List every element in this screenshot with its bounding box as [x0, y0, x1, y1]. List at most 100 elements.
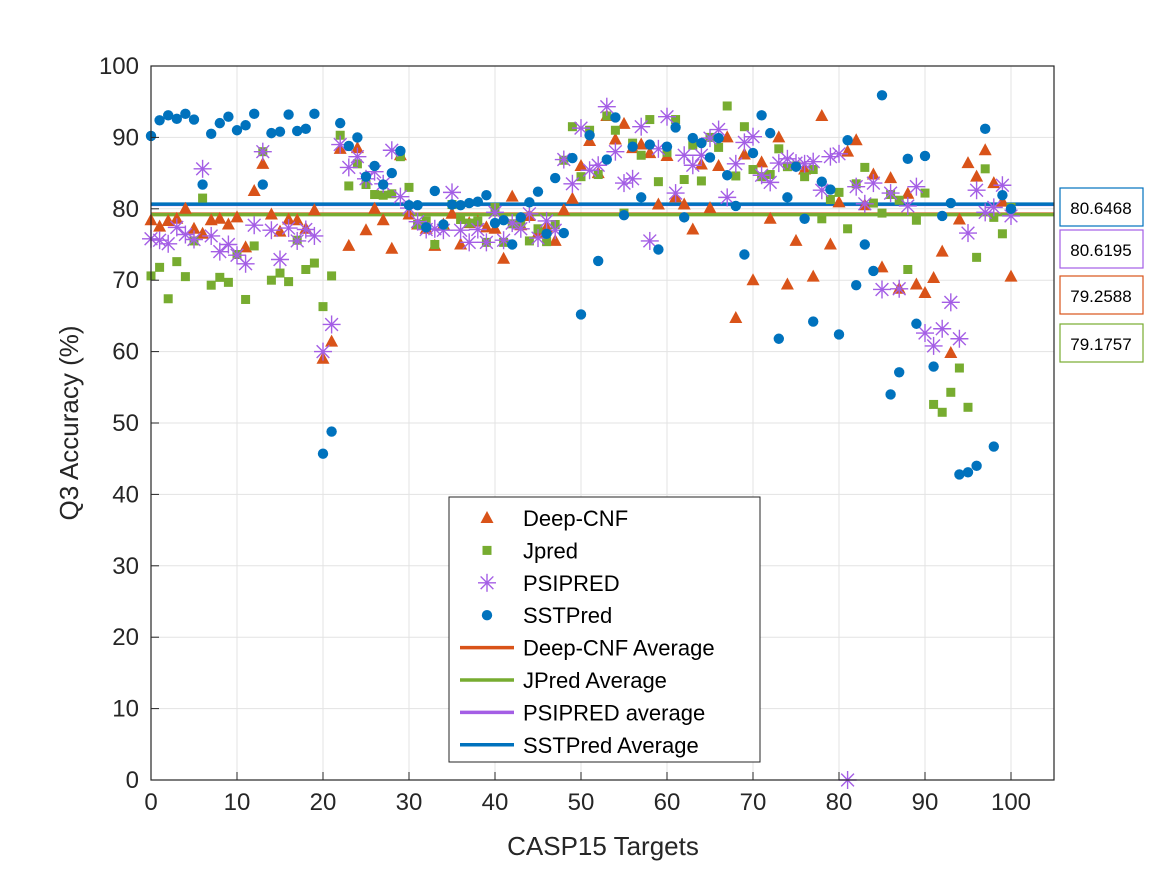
y-tick-label: 20	[112, 624, 139, 651]
legend-box	[448, 496, 761, 763]
data-point	[264, 207, 278, 220]
series-psipred	[142, 97, 1020, 789]
y-tick-label: 30	[112, 553, 139, 580]
x-axis-label: CASP15 Targets	[507, 831, 699, 861]
x-tick-label: 60	[654, 789, 681, 816]
data-point	[198, 193, 208, 203]
data-point	[773, 333, 784, 344]
data-point	[305, 226, 324, 245]
data-point	[574, 158, 588, 171]
data-point	[823, 237, 837, 250]
data-point	[916, 324, 934, 343]
data-point	[292, 125, 303, 137]
data-point	[645, 115, 655, 125]
data-point	[997, 229, 1007, 239]
data-point	[746, 273, 760, 286]
data-point	[875, 260, 889, 273]
data-point	[247, 183, 261, 196]
y-tick-label: 60	[112, 339, 139, 366]
data-point	[919, 150, 931, 162]
data-point	[301, 264, 311, 274]
data-point	[959, 224, 977, 243]
data-point	[606, 142, 625, 161]
data-point	[421, 222, 432, 233]
data-point	[468, 220, 487, 239]
data-point	[627, 141, 638, 152]
x-tick-label: 90	[912, 789, 939, 816]
data-point	[661, 141, 673, 152]
data-point	[714, 142, 724, 152]
data-point	[769, 154, 788, 173]
data-point	[864, 174, 883, 193]
data-point	[403, 200, 415, 211]
data-point	[789, 233, 803, 246]
data-point	[817, 214, 827, 224]
data-point	[671, 115, 681, 125]
data-point	[317, 448, 329, 459]
data-point	[834, 187, 844, 197]
data-point	[662, 147, 672, 157]
data-point	[729, 311, 743, 324]
data-point	[548, 233, 562, 246]
y-axis-label: Q3 Accuracy (%)	[54, 325, 84, 520]
data-point	[933, 319, 952, 338]
x-tick-label: 10	[224, 789, 251, 816]
data-point	[249, 108, 260, 120]
data-point	[300, 123, 311, 135]
legend-entry: Jpred	[482, 538, 578, 563]
data-point	[799, 213, 810, 224]
data-point	[524, 197, 535, 208]
legend-label: Jpred	[523, 538, 578, 563]
data-point	[825, 195, 835, 205]
data-point	[945, 197, 956, 209]
data-point	[972, 252, 982, 262]
data-point	[187, 221, 201, 234]
data-point	[756, 110, 767, 121]
data-point	[575, 309, 587, 320]
data-point	[696, 137, 707, 149]
x-tick-label: 40	[482, 789, 509, 816]
data-point	[804, 152, 823, 171]
data-point	[325, 334, 339, 347]
data-point	[634, 137, 648, 150]
legend-label: JPred Average	[523, 668, 667, 693]
data-point	[541, 228, 552, 239]
data-point	[408, 212, 427, 231]
data-point	[704, 152, 716, 163]
data-point	[404, 182, 414, 192]
data-point	[369, 160, 380, 172]
data-point	[911, 215, 921, 225]
data-point	[155, 262, 165, 272]
data-point	[550, 172, 561, 184]
data-point	[744, 127, 762, 146]
data-point	[995, 194, 1009, 207]
data-point	[653, 177, 663, 187]
data-point	[249, 241, 259, 251]
data-point	[170, 211, 184, 224]
data-point	[193, 159, 212, 178]
data-point	[385, 241, 399, 254]
data-point	[557, 203, 571, 216]
data-point	[941, 293, 960, 312]
data-point	[230, 210, 244, 223]
data-point	[984, 198, 1003, 217]
y-tick-label: 70	[112, 267, 139, 294]
data-point	[221, 217, 235, 230]
data-point	[752, 166, 771, 185]
data-point	[572, 119, 590, 138]
data-point	[847, 177, 866, 196]
data-point	[679, 212, 690, 223]
legend-entry: PSIPRED average	[460, 700, 705, 725]
data-point	[980, 123, 991, 135]
y-tick-label: 40	[112, 481, 139, 508]
data-point	[376, 213, 390, 226]
data-point	[395, 152, 405, 162]
data-point	[456, 215, 466, 225]
data-point	[843, 224, 853, 234]
data-point	[679, 175, 689, 185]
data-point	[288, 231, 307, 250]
data-point	[670, 122, 681, 133]
data-point	[833, 329, 845, 340]
data-point	[159, 234, 178, 253]
